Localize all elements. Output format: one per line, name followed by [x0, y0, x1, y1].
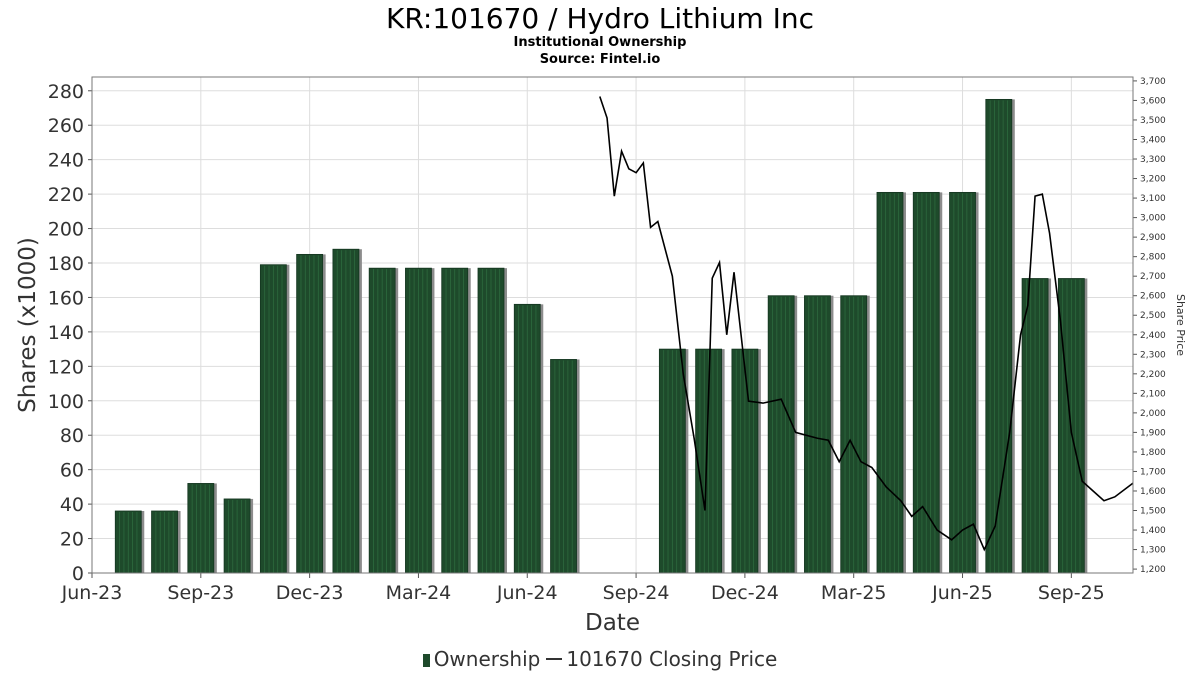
legend-ownership-swatch: [422, 654, 430, 667]
y2-tick-label: 2,300: [1140, 350, 1166, 360]
plot-frame: [91, 76, 1134, 574]
x-tick-label: Sep-24: [603, 582, 670, 604]
y2-tick-label: 2,600: [1140, 292, 1166, 302]
y2-tick-label: 1,400: [1140, 526, 1166, 536]
y2-tick-label: 2,200: [1140, 370, 1166, 380]
x-tick-label: Jun-23: [61, 582, 123, 604]
y-axis-title: Shares (x1000): [15, 237, 41, 413]
y2-tick-label: 1,700: [1140, 467, 1166, 477]
legend-price-line-swatch: [546, 658, 563, 660]
y-tick-label: 80: [60, 425, 84, 447]
y-tick-label: 220: [48, 184, 84, 206]
y2-tick-label: 2,500: [1140, 311, 1166, 321]
legend-ownership-label: Ownership: [433, 647, 541, 671]
y-tick-label: 120: [48, 356, 84, 378]
y2-tick-label: 2,400: [1140, 331, 1166, 341]
y2-tick-label: 2,900: [1140, 233, 1166, 243]
y-tick-label: 60: [60, 460, 84, 482]
chart-source: Source: Fintel.io: [539, 52, 661, 67]
y2-tick-label: 1,500: [1140, 507, 1166, 517]
y2-tick-label: 1,900: [1140, 428, 1166, 438]
y-tick-label: 200: [48, 219, 84, 241]
y2-tick-label: 3,200: [1140, 175, 1166, 185]
y-tick-label: 0: [72, 563, 84, 585]
chart-subtitle: Institutional Ownership: [513, 35, 687, 50]
y2-tick-label: 3,400: [1140, 135, 1166, 145]
price-line: [599, 96, 1134, 552]
y2-tick-label: 2,800: [1140, 253, 1166, 263]
y-tick-label: 140: [48, 322, 84, 344]
y2-tick-label: 3,300: [1140, 155, 1166, 165]
y-tick-label: 100: [48, 391, 84, 413]
y2-tick-label: 3,000: [1140, 214, 1166, 224]
y2-tick-label: 3,100: [1140, 194, 1166, 204]
y2-tick-label: 2,100: [1140, 389, 1166, 399]
y2-tick-label: 2,700: [1140, 272, 1166, 282]
x-tick-label: Dec-24: [711, 582, 779, 604]
legend-price-label: 101670 Closing Price: [566, 647, 778, 671]
x-tick-label: Jun-25: [931, 582, 993, 604]
y2-tick-label: 1,300: [1140, 546, 1166, 556]
y-tick-label: 180: [48, 253, 84, 275]
y2-tick-label: 3,700: [1140, 77, 1166, 87]
y-tick-label: 160: [48, 287, 84, 309]
x-tick-label: Dec-23: [276, 582, 344, 604]
x-tick-label: Mar-24: [386, 582, 452, 604]
chart-legend: Ownership 101670 Closing Price: [0, 647, 1200, 671]
x-axis-title: Date: [585, 610, 640, 636]
y2-tick-label: 1,600: [1140, 487, 1166, 497]
y-tick-label: 240: [48, 150, 84, 172]
y-tick-label: 20: [60, 529, 84, 551]
y-tick-label: 40: [60, 494, 84, 516]
y2-axis-title: Share Price: [1174, 294, 1187, 356]
x-tick-label: Mar-25: [821, 582, 887, 604]
chart-title: KR:101670 / Hydro Lithium Inc: [385, 2, 815, 35]
x-tick-label: Sep-23: [167, 582, 234, 604]
y2-tick-label: 1,200: [1140, 565, 1166, 575]
y2-tick-label: 2,000: [1140, 409, 1166, 419]
x-tick-label: Jun-24: [496, 582, 558, 604]
y2-tick-label: 1,800: [1140, 448, 1166, 458]
y2-tick-label: 3,500: [1140, 116, 1166, 126]
y-tick-label: 260: [48, 115, 84, 137]
y-tick-label: 280: [48, 81, 84, 103]
y2-tick-label: 3,600: [1140, 96, 1166, 106]
x-tick-label: Sep-25: [1038, 582, 1105, 604]
